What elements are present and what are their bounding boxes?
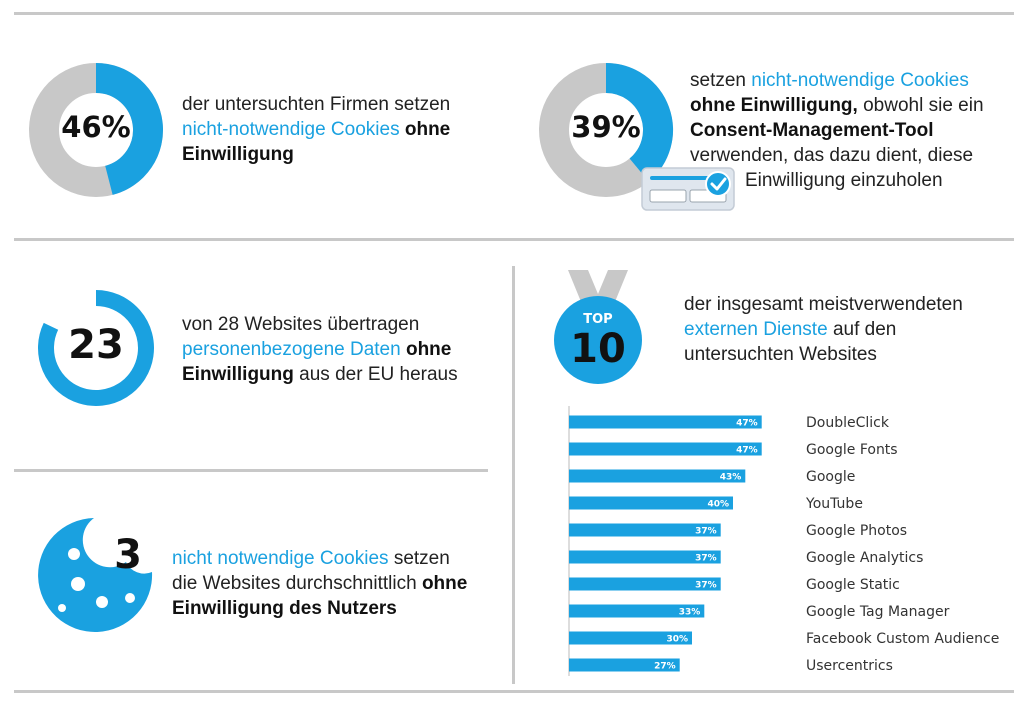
top10-mid: auf den — [832, 319, 897, 340]
stat-23-line1: von 28 Websites übertragen — [182, 314, 420, 335]
top10-badge-number: 10 — [570, 326, 626, 372]
medal-icon — [554, 270, 642, 384]
stat-23-highlight: personenbezogene Daten — [182, 339, 401, 360]
bar-6 — [569, 577, 721, 591]
bar-value-label-4: 37% — [695, 527, 717, 537]
bar-category-label-1: Google Fonts — [806, 442, 898, 458]
bar-value-label-7: 33% — [679, 608, 701, 618]
stat-23-text: von 28 Websites übertragen personenbezog… — [182, 312, 502, 387]
stat-3-highlight: nicht notwendige Cookies — [172, 548, 389, 569]
stat-39-text: setzen nicht-notwendige Cookies ohne Ein… — [690, 68, 1020, 193]
stat-3-text: nicht notwendige Cookies setzen die Webs… — [172, 546, 492, 621]
bar-category-label-6: Google Static — [806, 577, 900, 593]
stat-23-bold2: Einwilligung — [182, 364, 294, 385]
column-divider — [512, 266, 515, 684]
stat-39-highlight: nicht-notwendige Cookies — [751, 70, 969, 91]
stat-3-bold2: Einwilligung des Nutzers — [172, 598, 397, 619]
stat-39-bold2: Consent-Management-Tool — [690, 120, 934, 141]
donut-chart-39 — [539, 63, 673, 197]
stat-46-bold1: ohne — [404, 119, 451, 140]
ring-23-arc — [38, 290, 154, 406]
bar-7 — [569, 604, 705, 618]
cookie-icon — [38, 518, 153, 632]
bar-value-label-8: 30% — [666, 635, 688, 645]
bar-value-label-1: 47% — [736, 446, 758, 456]
stat-46-line1: der untersuchten Firmen setzen — [182, 94, 451, 115]
bar-9 — [569, 658, 680, 672]
stat-46-value: 46% — [61, 110, 131, 144]
stat-23-value: 23 — [68, 322, 124, 368]
stat-39-mid: obwohl sie ein — [863, 95, 984, 116]
bar-value-label-2: 43% — [720, 473, 742, 483]
stat-39-pre: setzen — [690, 70, 746, 91]
bar-category-label-4: Google Photos — [806, 523, 907, 539]
bar-value-label-6: 37% — [695, 581, 717, 591]
stat-46-bold2: Einwilligung — [182, 144, 294, 165]
bar-4 — [569, 523, 721, 537]
stat-39-line4: verwenden, das dazu dient, diese — [690, 145, 974, 166]
stat-3-bold1: ohne — [421, 573, 468, 594]
bar-category-label-7: Google Tag Manager — [806, 604, 950, 620]
stat-23-post: aus der EU heraus — [299, 364, 458, 385]
bar-value-label-9: 27% — [654, 662, 676, 672]
top10-highlight: externen Dienste — [684, 319, 828, 340]
consent-checkbox-icon — [641, 167, 735, 211]
stat-3-mid: setzen — [393, 548, 450, 569]
bar-category-label-5: Google Analytics — [806, 550, 923, 566]
bar-5 — [569, 550, 721, 564]
donut-chart-46 — [29, 63, 163, 197]
bar-1 — [569, 442, 762, 456]
top10-text: der insgesamt meistverwendeten externen … — [684, 292, 1014, 367]
top10-badge-top: TOP — [583, 312, 613, 327]
bottom-divider — [14, 690, 1014, 693]
middle-divider — [14, 238, 1014, 241]
bar-2 — [569, 469, 746, 483]
stat-39-bold1: ohne Einwilligung, — [690, 95, 858, 116]
stat-46-text: der untersuchten Firmen setzen nicht-not… — [182, 92, 502, 167]
top10-line3: untersuchten Websites — [684, 344, 877, 365]
bar-category-label-8: Facebook Custom Audience — [806, 631, 999, 647]
bar-8 — [569, 631, 692, 645]
stat-39-value: 39% — [571, 110, 641, 144]
bar-value-label-3: 40% — [707, 500, 729, 510]
bar-value-label-5: 37% — [695, 554, 717, 564]
left-section-divider — [14, 469, 488, 472]
ring-chart-23-of-28 — [38, 290, 154, 406]
bar-value-label-0: 47% — [736, 419, 758, 429]
donut-46-arc — [95, 63, 163, 195]
bar-3 — [569, 496, 733, 510]
stat-39-line5: Einwilligung einzuholen — [745, 170, 943, 191]
stat-3-value: 3 — [114, 532, 142, 578]
top10-bar-chart: 47% DoubleClick 47% Google Fonts 43% Google 40… — [568, 406, 999, 676]
bar-category-label-2: Google — [806, 469, 855, 485]
bar-category-label-9: Usercentrics — [806, 658, 893, 674]
top10-line1: der insgesamt meistverwendeten — [684, 294, 963, 315]
donut-39-arc — [605, 63, 673, 182]
bar-category-label-3: YouTube — [805, 496, 863, 512]
top-divider — [14, 12, 1014, 15]
bar-0 — [569, 415, 762, 429]
stat-23-bold1: ohne — [405, 339, 452, 360]
stat-3-line2: die Websites durchschnittlich — [172, 573, 417, 594]
bar-category-label-0: DoubleClick — [806, 415, 890, 431]
stat-46-highlight: nicht-notwendige Cookies — [182, 119, 400, 140]
